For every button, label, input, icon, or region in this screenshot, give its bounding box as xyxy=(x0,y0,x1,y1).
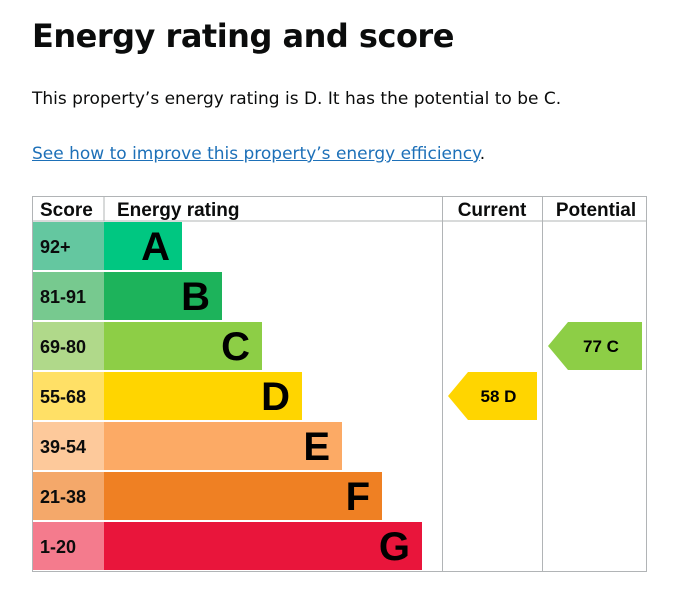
band-f: 21-38 F xyxy=(33,472,382,520)
band-score-cell xyxy=(33,322,104,370)
band-score-range: 55-68 xyxy=(40,387,86,407)
band-bar xyxy=(104,522,422,570)
chart-border xyxy=(32,196,647,572)
band-c: 69-80 C xyxy=(33,322,262,370)
band-b: 81-91 B xyxy=(33,272,222,320)
rating-summary: This property’s energy rating is D. It h… xyxy=(32,89,562,109)
band-bar xyxy=(104,372,302,420)
header-potential: Potential xyxy=(556,200,636,221)
band-bar xyxy=(104,472,382,520)
band-bar xyxy=(104,422,342,470)
band-score-cell xyxy=(33,522,104,570)
band-letter: F xyxy=(346,475,370,519)
band-score-range: 21-38 xyxy=(40,487,86,507)
current-rating-marker: 58 D xyxy=(448,372,537,420)
band-score-cell xyxy=(33,472,104,520)
current-rating-marker-label: 58 D xyxy=(481,387,517,406)
band-letter: D xyxy=(261,375,290,419)
chart-headers: Score Energy rating Current Potential xyxy=(40,200,636,221)
band-letter: G xyxy=(379,525,410,569)
header-score: Score xyxy=(40,200,93,221)
band-score-range: 1-20 xyxy=(40,537,76,557)
band-score-cell xyxy=(33,222,104,270)
current-rating-marker-arrow xyxy=(448,372,537,420)
band-letter: C xyxy=(221,325,250,369)
band-letter: E xyxy=(303,425,330,469)
band-bar xyxy=(104,222,182,270)
band-score-range: 81-91 xyxy=(40,287,86,307)
rating-bands: 92+ A 81-91 B 69-80 C 55-68 D 39-54 E 21-38 F 1-20 G xyxy=(33,222,422,570)
rating-markers: 58 D 77 C xyxy=(448,322,642,420)
potential-rating-marker: 77 C xyxy=(548,322,642,370)
header-current: Current xyxy=(458,200,527,221)
band-g: 1-20 G xyxy=(33,522,422,570)
band-a: 92+ A xyxy=(33,222,182,270)
band-score-cell xyxy=(33,272,104,320)
chart-grid xyxy=(32,196,647,572)
band-d: 55-68 D xyxy=(33,372,302,420)
band-bar xyxy=(104,272,222,320)
header-energy-rating: Energy rating xyxy=(117,200,239,221)
page-title: Energy rating and score xyxy=(32,17,454,55)
band-score-cell xyxy=(33,372,104,420)
band-letter: B xyxy=(181,275,210,319)
potential-rating-marker-label: 77 C xyxy=(583,337,619,356)
band-e: 39-54 E xyxy=(33,422,342,470)
link-suffix: . xyxy=(479,144,486,164)
band-bar xyxy=(104,322,262,370)
potential-rating-marker-arrow xyxy=(548,322,642,370)
band-score-range: 69-80 xyxy=(40,337,86,357)
band-letter: A xyxy=(141,225,170,269)
improve-efficiency-link[interactable]: See how to improve this property’s energ… xyxy=(32,144,480,164)
band-score-range: 92+ xyxy=(40,237,71,257)
band-score-range: 39-54 xyxy=(40,437,86,457)
band-score-cell xyxy=(33,422,104,470)
improve-link-line: See how to improve this property’s energ… xyxy=(32,143,485,165)
